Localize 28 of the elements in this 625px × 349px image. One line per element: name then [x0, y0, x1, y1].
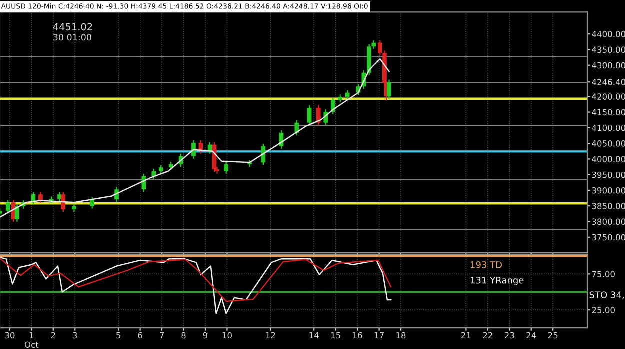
x-tick-label: 30 [5, 332, 15, 339]
y-tick-label: 75.00 [592, 271, 615, 278]
x-tick-label: 9 [203, 332, 208, 339]
x-tick-label: 24 [526, 332, 536, 339]
x-tick-label: 8 [182, 332, 186, 339]
x-tick-label: 6 [138, 332, 142, 339]
x-tick-label: 15 [331, 332, 340, 339]
x-tick-label: 21 [462, 332, 471, 339]
x-tick-label: 7 [160, 332, 164, 339]
x-tick-label: 16 [353, 332, 362, 339]
y-tick-label: 25.00 [592, 307, 615, 314]
x-tick-label: 12 [266, 332, 276, 339]
x-tick-label: 5 [116, 332, 121, 339]
x-tick-label: 10 [222, 332, 232, 339]
annotation: 193 TD [470, 262, 502, 268]
annotation: 131 YRange [470, 276, 524, 286]
x-tick-label: 1 Oct [24, 332, 39, 348]
annotation: 30 01:00 [54, 34, 92, 41]
x-tick-label: 17 [374, 332, 384, 339]
x-tick-label: 23 [504, 332, 514, 339]
x-tick-label: 25 [548, 332, 558, 339]
x-tick-label: 3 [73, 332, 78, 339]
x-tick-label: 22 [483, 332, 492, 339]
text: STO 34, [590, 292, 624, 300]
x-tick-label: 2 [51, 332, 56, 339]
x-tick-label: 14 [310, 332, 319, 339]
annotation: 4451.02 [53, 23, 92, 31]
x-tick-label: 18 [396, 332, 406, 339]
